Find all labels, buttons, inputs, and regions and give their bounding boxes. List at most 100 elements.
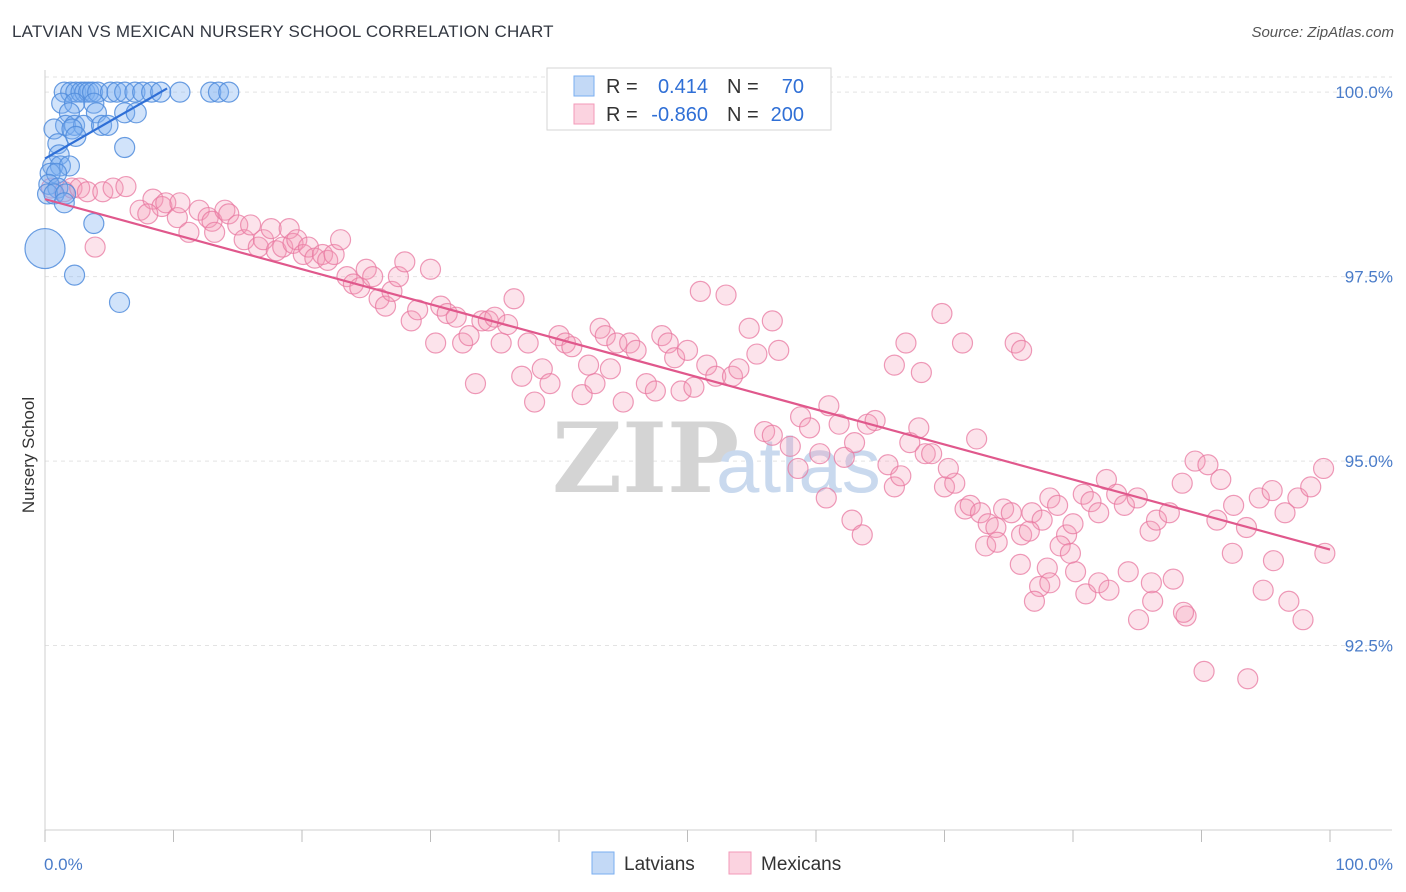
point-mexicans-181 (1175, 605, 1197, 627)
point-mexicans-142 (1113, 494, 1136, 516)
legend-box: R = 0.414 N = 70 R = -0.860 N = 200 (546, 67, 832, 131)
axes (44, 70, 1392, 842)
source-label: Source: ZipAtlas.com (1251, 24, 1394, 41)
point-mexicans-195 (1009, 553, 1031, 575)
watermark-zip: ZIP (552, 402, 739, 515)
point-mexicans-116 (890, 465, 912, 487)
point-mexicans-163 (851, 524, 873, 546)
point-mexicans-93 (689, 280, 711, 302)
watermark: ZIP atlas (552, 402, 881, 515)
point-mexicans-177 (1088, 572, 1110, 594)
point-mexicans-99 (738, 317, 760, 339)
point-latvians-51 (108, 291, 131, 314)
legend-swatch-latvians (573, 75, 595, 97)
point-mexicans-90 (670, 380, 692, 402)
point-mexicans-151 (1223, 494, 1245, 516)
legend-swatch-mexicans (573, 103, 595, 125)
point-latvians-16 (200, 81, 222, 103)
point-mexicans-194 (986, 531, 1008, 553)
point-mexicans-12 (137, 203, 159, 225)
point-mexicans-15 (169, 192, 191, 214)
point-mexicans-139 (1088, 502, 1110, 524)
point-mexicans-45 (362, 266, 384, 288)
point-mexicans-150 (1210, 468, 1232, 491)
point-mexicans-133 (1039, 487, 1061, 509)
point-mexicans-76 (577, 354, 600, 376)
point-mexicans-202 (1172, 601, 1195, 623)
point-mexicans-188 (1278, 590, 1300, 612)
point-mexicans-107 (809, 443, 831, 465)
point-latvians-49 (24, 227, 66, 270)
point-mexicans-69 (523, 391, 546, 413)
x-tick-label-0: 0.0% (44, 855, 83, 874)
legend-n-label-2: N = (727, 104, 759, 126)
y-axis-label: Nursery School (19, 397, 38, 513)
point-mexicans-166 (910, 361, 932, 384)
point-mexicans-180 (1162, 568, 1184, 590)
bottom-legend-label-mexicans: Mexicans (761, 854, 841, 875)
point-mexicans-28 (260, 218, 282, 240)
bottom-legend-swatch-mexicans (728, 851, 752, 875)
trend-lines (44, 87, 1331, 551)
point-mexicans-145 (1145, 509, 1168, 531)
point-mexicans-81 (606, 332, 628, 354)
point-mexicans-189 (1292, 609, 1314, 631)
point-mexicans-179 (1142, 590, 1164, 612)
point-mexicans-186 (1252, 579, 1274, 601)
point-latvians-18 (218, 81, 240, 103)
point-mexicans-109 (828, 413, 850, 435)
watermark-atlas: atlas (716, 421, 881, 509)
point-mexicans-193 (975, 535, 997, 557)
point-mexicans-144 (1139, 520, 1161, 542)
point-mexicans-159 (761, 424, 783, 446)
point-mexicans-148 (1184, 450, 1206, 472)
point-mexicans-135 (1055, 524, 1078, 546)
point-mexicans-38 (317, 249, 339, 271)
point-mexicans-80 (599, 358, 622, 380)
point-mexicans-183 (1206, 509, 1228, 531)
point-mexicans-7 (115, 175, 137, 198)
point-mexicans-136 (1062, 513, 1084, 535)
point-mexicans-192 (966, 428, 988, 450)
bottom-legend-label-latvians: Latvians (624, 854, 695, 875)
point-mexicans-106 (798, 417, 821, 439)
point-mexicans-196 (1023, 590, 1046, 612)
point-mexicans-187 (1262, 550, 1285, 572)
point-mexicans-185 (1237, 668, 1259, 690)
legend-n-value-2: 200 (771, 104, 804, 126)
point-mexicans-158 (1312, 457, 1335, 480)
point-latvians-27 (63, 114, 86, 136)
point-mexicans-100 (746, 343, 768, 365)
point-mexicans-105 (789, 406, 812, 428)
point-mexicans-8 (84, 236, 106, 258)
point-mexicans-94 (696, 354, 718, 376)
point-latvians-34 (65, 125, 87, 148)
point-mexicans-85 (635, 372, 657, 395)
point-mexicans-111 (843, 432, 866, 454)
trend-line-latvians (44, 87, 168, 160)
point-latvians-6 (81, 81, 104, 103)
point-mexicans-98 (728, 358, 750, 380)
point-mexicans-147 (1171, 472, 1193, 494)
x-tick-label-1: 100.0% (1335, 855, 1393, 874)
point-mexicans-164 (883, 354, 905, 376)
bottom-legend-swatch-latvians (591, 851, 615, 875)
point-latvians-22 (58, 102, 81, 124)
point-mexicans-71 (539, 372, 561, 395)
point-mexicans-171 (1018, 520, 1040, 542)
point-mexicans-138 (1080, 491, 1102, 513)
point-mexicans-53 (419, 258, 442, 280)
y-tick-label-1: 95.0% (1345, 452, 1393, 471)
bottom-legend: Latvians Mexicans (591, 851, 841, 875)
point-mexicans-160 (787, 457, 809, 480)
point-mexicans-153 (1248, 487, 1270, 509)
point-mexicans-104 (779, 435, 801, 457)
scatter-points (24, 81, 1336, 690)
point-mexicans-162 (841, 509, 863, 531)
point-mexicans-199 (1098, 579, 1120, 601)
point-mexicans-40 (329, 229, 352, 251)
point-mexicans-157 (1300, 476, 1322, 498)
point-latvians-48 (83, 212, 105, 235)
point-mexicans-82 (612, 391, 634, 413)
